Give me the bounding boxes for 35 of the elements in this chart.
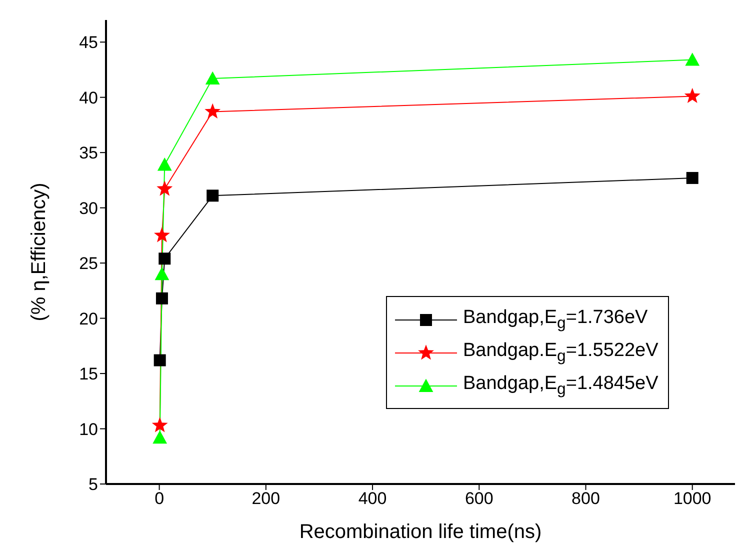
x-tick-label: 600 <box>464 489 494 508</box>
point <box>206 190 219 202</box>
y-tick-label: 5 <box>88 475 98 494</box>
point <box>154 227 170 242</box>
y-axis-title: (% η,Efficiency) <box>28 182 50 322</box>
y-tick-label: 15 <box>79 364 98 384</box>
y-tick-label: 30 <box>79 198 98 218</box>
point <box>685 52 700 66</box>
x-tick-label: 800 <box>572 489 600 508</box>
legend-label: Bandgap,E$_{g}$=1.4845eV <box>463 372 658 398</box>
point <box>684 88 700 104</box>
x-tick-label: 0 <box>154 489 164 508</box>
y-tick-label: 35 <box>79 144 98 163</box>
point <box>156 292 168 304</box>
point <box>205 71 220 85</box>
x-tick-label: 1000 <box>673 489 712 508</box>
y-tick-label: 25 <box>79 254 98 274</box>
point <box>154 266 170 280</box>
y-tick-label: 10 <box>79 420 98 439</box>
legend-label: Bandgap,E$_{g}$=1.736eV <box>463 306 648 332</box>
point <box>152 417 168 432</box>
y-tick-label: 40 <box>79 88 98 108</box>
x-tick-label: 400 <box>358 489 387 508</box>
y-tick-label: 20 <box>79 309 98 328</box>
y-tick-label: 45 <box>79 33 98 52</box>
x-tick-label: 200 <box>252 489 280 508</box>
point <box>152 430 168 444</box>
point <box>158 252 171 265</box>
point <box>154 354 166 366</box>
legend-label: Bandgap.E$_{g}$=1.5522eV <box>463 340 658 366</box>
point <box>156 180 173 196</box>
point <box>157 158 172 171</box>
x-axis-title: Recombination life time(ns) <box>299 521 542 543</box>
point <box>204 103 221 118</box>
point <box>686 172 698 184</box>
